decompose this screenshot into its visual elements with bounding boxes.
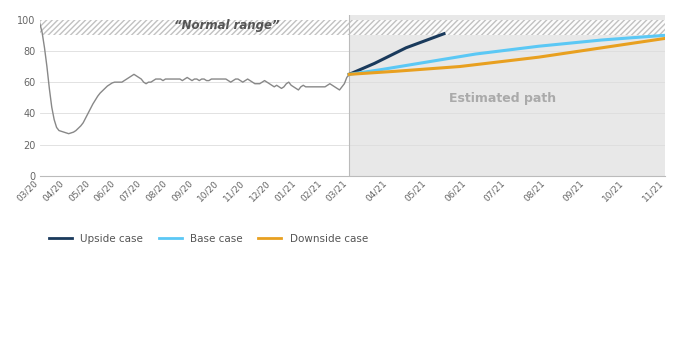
Legend: Upside case, Base case, Downside case: Upside case, Base case, Downside case [45,230,372,248]
Bar [350,15,665,176]
Text: Estimated path: Estimated path [449,92,556,105]
Text: “Normal range”: “Normal range” [175,19,280,32]
